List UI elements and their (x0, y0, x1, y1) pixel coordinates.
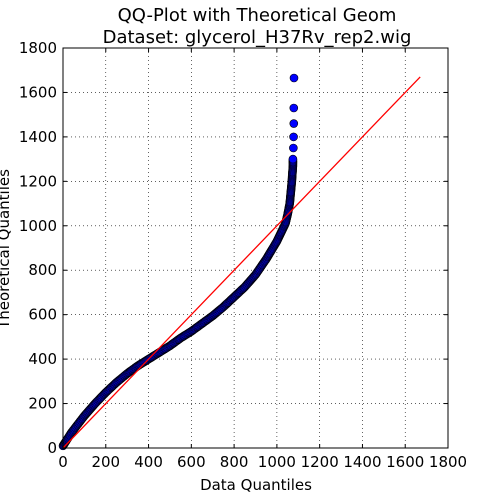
grid-lines (63, 48, 448, 448)
y-axis-ticks: 0 200 400 600 800 1000 1200 1400 1600 1800 (19, 39, 448, 457)
y-tick-label: 800 (28, 261, 57, 279)
data-point (288, 154, 298, 164)
y-tick-label: 1400 (19, 128, 57, 146)
x-tick-label: 1000 (258, 453, 296, 471)
y-tick-label: 1000 (19, 217, 57, 235)
data-point (289, 103, 299, 113)
chart-subtitle: Dataset: glycerol_H37Rv_rep2.wig (103, 27, 412, 48)
x-axis-ticks: 0 200 400 600 800 1000 1200 1400 1600 1800 (58, 48, 467, 471)
x-tick-label: 400 (134, 453, 163, 471)
x-tick-label: 1200 (301, 453, 339, 471)
y-tick-label: 400 (28, 350, 57, 368)
data-points (58, 73, 299, 451)
x-tick-label: 600 (177, 453, 206, 471)
reference-line (62, 76, 421, 449)
y-tick-label: 1600 (19, 83, 57, 101)
y-tick-label: 0 (47, 439, 57, 457)
x-tick-label: 800 (220, 453, 249, 471)
y-axis-label: Theoretical Quantiles (0, 169, 13, 330)
x-tick-label: 0 (58, 453, 68, 471)
y-tick-label: 1800 (19, 39, 57, 57)
data-point (289, 143, 298, 153)
y-tick-label: 1200 (19, 172, 57, 190)
data-point (289, 73, 299, 83)
x-tick-label: 1400 (343, 453, 381, 471)
x-tick-label: 1600 (386, 453, 424, 471)
x-tick-label: 200 (91, 453, 120, 471)
x-axis-label: Data Quantiles (200, 476, 312, 494)
plot-frame (62, 47, 449, 449)
reference-line-group (62, 76, 421, 449)
y-tick-label: 600 (28, 306, 57, 324)
data-point (289, 132, 298, 142)
y-tick-label: 200 (28, 395, 57, 413)
chart-title: QQ-Plot with Theoretical Geom (118, 5, 397, 26)
data-point (289, 119, 299, 128)
x-tick-label: 1800 (429, 453, 467, 471)
